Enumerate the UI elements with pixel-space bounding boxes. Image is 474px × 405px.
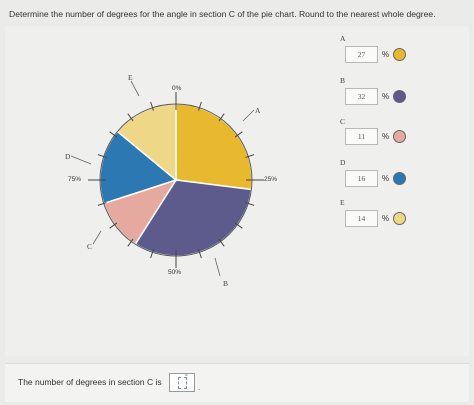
pie-tick xyxy=(245,202,255,206)
question-text: Determine the number of degrees for the … xyxy=(9,9,436,19)
slice-label-c: C xyxy=(87,242,93,251)
legend-letter-c: C xyxy=(340,117,346,126)
pie-tick xyxy=(97,202,107,206)
content-panel: 0% 25% 50% 75% A B C D E A 27 % B 32 % C… xyxy=(5,26,469,356)
pie-tick xyxy=(109,222,118,229)
pie-slice-a xyxy=(175,103,253,191)
pie-tick xyxy=(127,113,134,122)
legend-unit-a: % xyxy=(382,50,390,59)
legend-row-d: 16 % xyxy=(345,170,407,187)
legend-value-e: 14 xyxy=(345,210,378,227)
legend-row-e: 14 % xyxy=(345,210,407,227)
slice-label-e: E xyxy=(128,73,133,82)
pie-tick xyxy=(150,249,154,259)
legend-letter-b: B xyxy=(340,76,346,85)
legend-swatch-a xyxy=(393,48,407,61)
answer-caret xyxy=(177,376,187,389)
answer-period: . xyxy=(198,383,201,392)
answer-bar: The number of degrees in section C is ° … xyxy=(5,363,469,402)
pie-tick xyxy=(218,113,225,122)
answer-prompt: The number of degrees in section C is xyxy=(18,377,162,387)
legend-letter-d: D xyxy=(340,158,346,167)
leader-line xyxy=(70,155,92,165)
tick-label-75: 75% xyxy=(68,176,82,183)
degree-symbol: ° xyxy=(185,374,188,381)
pie-tick xyxy=(245,154,255,158)
leader-line xyxy=(214,257,221,277)
legend-letter-a: A xyxy=(340,34,346,43)
legend-letter-e: E xyxy=(340,198,345,207)
legend-swatch-e xyxy=(393,212,407,225)
legend-value-d: 16 xyxy=(345,170,378,187)
leader-line xyxy=(92,230,102,245)
legend-swatch-b xyxy=(393,90,407,103)
pie-tick xyxy=(150,101,154,111)
pie-tick xyxy=(198,101,202,111)
legend-value-c: 11 xyxy=(345,128,378,145)
tick-label-50: 50% xyxy=(168,269,182,276)
pie-tick xyxy=(109,131,118,138)
pie-tick xyxy=(234,131,243,138)
legend-unit-d: % xyxy=(382,174,390,183)
pie-tick xyxy=(234,222,243,229)
legend-swatch-c xyxy=(393,130,407,143)
pie-tick xyxy=(97,154,107,158)
tick-label-0: 0% xyxy=(172,85,182,92)
tick-label-25: 25% xyxy=(264,176,278,183)
legend-swatch-d xyxy=(393,172,407,185)
legend-value-b: 32 xyxy=(345,88,378,105)
answer-input[interactable] xyxy=(169,373,195,392)
leader-line xyxy=(130,80,140,97)
legend-value-a: 27 xyxy=(345,46,378,63)
legend-unit-b: % xyxy=(382,92,390,101)
slice-label-b: B xyxy=(223,279,229,288)
legend-row-a: 27 % xyxy=(345,46,407,63)
pie-tick xyxy=(198,249,202,259)
legend-row-c: 11 % xyxy=(345,128,407,145)
pie-chart xyxy=(70,80,264,277)
legend-row-b: 32 % xyxy=(345,88,407,105)
slice-label-a: A xyxy=(255,106,261,115)
legend-unit-e: % xyxy=(382,214,390,223)
leader-line xyxy=(242,109,255,122)
slice-label-d: D xyxy=(65,152,71,161)
pie-tick xyxy=(127,238,134,247)
legend-unit-c: % xyxy=(382,132,390,141)
pie-tick xyxy=(218,238,225,247)
